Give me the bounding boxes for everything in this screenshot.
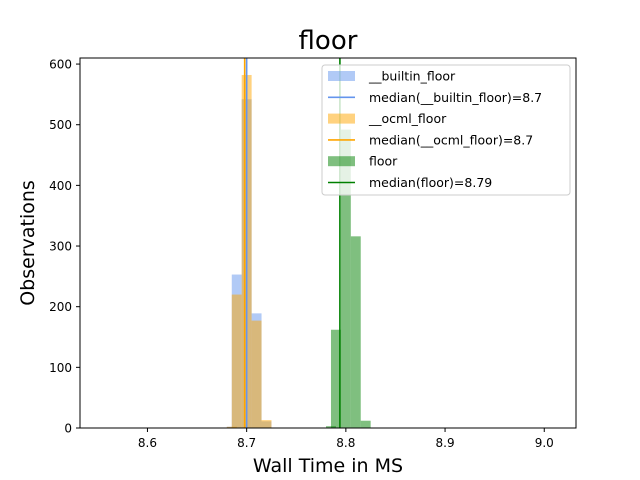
legend-swatch <box>328 113 355 124</box>
x-axis-ticks: 8.6 8.7 8.8 8.9 9.0 <box>138 428 554 450</box>
y-tick-label: 0 <box>64 422 72 436</box>
bar-2-1 <box>330 329 341 428</box>
legend-swatch <box>328 156 355 167</box>
bar-2-3 <box>350 236 361 428</box>
x-axis-label: Wall Time in MS <box>253 455 403 477</box>
legend-label: floor <box>369 154 398 169</box>
x-tick-label: 9.0 <box>535 436 554 450</box>
chart-title: floor <box>299 26 358 56</box>
y-tick-label: 200 <box>49 300 72 314</box>
legend-label: median(__builtin_floor)=8.7 <box>369 90 542 105</box>
bar-2-2 <box>340 129 351 428</box>
bar-1-4 <box>261 420 272 428</box>
legend-label: __builtin_floor <box>368 69 456 84</box>
bar-1-3 <box>251 320 262 428</box>
legend: __builtin_floor median(__builtin_floor)=8… <box>321 64 571 196</box>
legend-frame <box>321 64 571 196</box>
y-tick-label: 100 <box>49 361 72 375</box>
y-tick-label: 400 <box>49 179 72 193</box>
y-tick-label: 300 <box>49 240 72 254</box>
legend-swatch <box>328 71 355 81</box>
legend-label: median(floor)=8.79 <box>369 175 492 190</box>
y-axis-label: Observations <box>17 180 39 306</box>
y-tick-label: 600 <box>49 58 72 72</box>
x-tick-label: 8.9 <box>436 436 455 450</box>
x-tick-label: 8.7 <box>237 436 256 450</box>
y-tick-label: 500 <box>49 118 72 132</box>
x-tick-label: 8.6 <box>138 436 157 450</box>
axes-frame <box>79 57 577 429</box>
legend-label: median(__ocml_floor)=8.7 <box>369 132 533 147</box>
bar-2-4 <box>360 420 371 428</box>
legend-label: __ocml_floor <box>368 111 447 126</box>
bar-1-1 <box>231 294 242 428</box>
x-tick-label: 8.8 <box>336 436 355 450</box>
y-axis-ticks: 0 100 200 300 400 500 600 <box>49 58 80 436</box>
